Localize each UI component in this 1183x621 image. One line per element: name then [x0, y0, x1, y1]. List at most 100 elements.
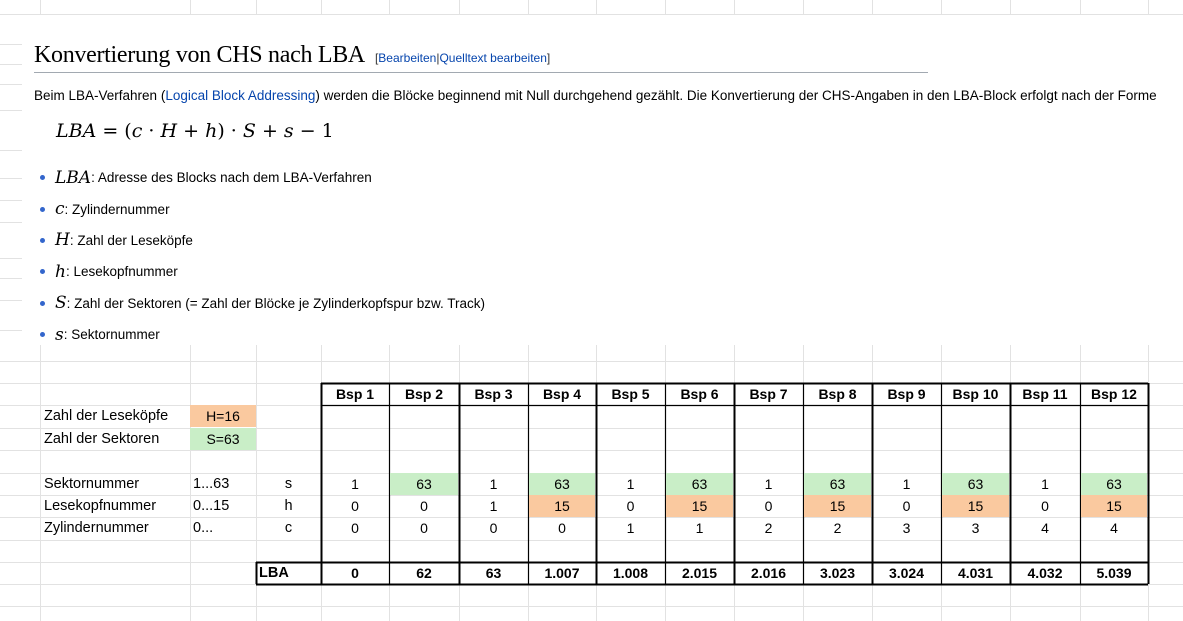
column-header: Bsp 8	[818, 386, 857, 402]
param-sectors-label: Zahl der Sektoren	[44, 431, 160, 447]
value-cell: 63	[804, 473, 871, 495]
value-cell: 15	[529, 495, 595, 517]
lba-value: 62	[416, 565, 432, 581]
definition-item: c: Zylindernummer	[40, 193, 485, 224]
formula-c: c	[131, 120, 143, 142]
value-cell: 1	[626, 476, 635, 492]
edit-bracket-open: [	[374, 51, 379, 65]
wiki-section: Konvertierung von CHS nach LBA [Bearbeite…	[34, 42, 1157, 350]
value-cell: 4	[1110, 520, 1118, 536]
definition-item: h: Lesekopfnummer	[40, 256, 485, 287]
bullet-icon	[40, 269, 45, 275]
row-label: Lesekopfnummer	[44, 498, 157, 514]
column-header: Bsp 10	[952, 386, 999, 402]
value-cell: 0	[351, 498, 359, 514]
definition-symbol: s	[55, 324, 64, 345]
value-cell: 63	[390, 473, 458, 495]
lba-value: 2.015	[681, 565, 718, 581]
definition-text: : Zylindernummer	[64, 201, 170, 217]
formula-plus: +	[177, 120, 206, 142]
edit-link[interactable]: Bearbeiten	[378, 51, 437, 65]
row-label: Sektornummer	[44, 476, 140, 492]
lba-value: 4.031	[957, 565, 994, 581]
column-header: Bsp 9	[887, 386, 926, 402]
formula-lhs: LBA	[56, 120, 97, 142]
value-cell: 1	[1041, 476, 1049, 492]
value-cell: 0	[489, 520, 498, 536]
value-cell: 15	[942, 495, 1009, 517]
lba-value: 3.024	[888, 565, 925, 581]
value-cell: 1	[489, 498, 498, 514]
column-header: Bsp 5	[611, 386, 650, 402]
value-cell: 15	[1081, 495, 1147, 517]
edit-separator: |	[436, 51, 440, 65]
definition-text: : Zahl der Leseköpfe	[69, 232, 193, 248]
formula-h: h	[205, 120, 218, 142]
column-header: Bsp 4	[542, 386, 582, 402]
value-cell: 63	[529, 473, 595, 495]
value-cell: 0	[1041, 498, 1049, 514]
lba-value: 63	[485, 565, 502, 581]
definition-text: : Adresse des Blocks nach dem LBA-Verfah…	[91, 170, 372, 186]
column-header: Bsp 7	[749, 386, 788, 402]
value-cell: 0	[351, 520, 359, 536]
intro-paragraph: Beim LBA-Verfahren (Logical Block Addres…	[34, 88, 1157, 103]
heading-rule	[34, 72, 928, 73]
edit-bracket-close: ]	[546, 51, 551, 65]
value-cell: 15	[666, 495, 733, 517]
value-cell: 0	[420, 520, 428, 536]
formula-S: S	[242, 120, 256, 142]
value-cell: 1	[626, 520, 635, 536]
column-header: Bsp 6	[680, 386, 719, 402]
column-header: Bsp 2	[404, 386, 444, 402]
lba-value: 1.007	[544, 565, 580, 581]
value-cell: 2	[764, 520, 773, 536]
lba-value: 1.008	[612, 565, 649, 581]
definition-symbol: S	[55, 293, 67, 314]
section-title: Konvertierung von CHS nach LBA	[34, 42, 365, 68]
param-heads-value: H=16	[190, 405, 256, 427]
value-cell: 63	[1081, 473, 1147, 495]
bullet-icon	[40, 332, 45, 338]
lba-value: 0	[351, 565, 359, 581]
lba-formula: LBA = (c · H + h) · S + s − 1	[56, 120, 334, 142]
definition-item: H: Zahl der Leseköpfe	[40, 225, 485, 256]
formula-H: H	[160, 120, 178, 142]
formula-minus: − 1	[293, 120, 334, 142]
row-variable: s	[284, 476, 293, 492]
value-cell: 3	[971, 520, 980, 536]
lba-value: 4.032	[1027, 565, 1063, 581]
value-cell: 0	[626, 498, 635, 514]
column-header: Bsp 11	[1022, 386, 1068, 402]
column-header: Bsp 3	[474, 386, 513, 402]
value-cell: 1	[351, 476, 359, 492]
value-cell: 0	[902, 498, 911, 514]
value-cell: 0	[558, 520, 566, 536]
lba-label: LBA	[259, 565, 289, 581]
lba-article-link[interactable]: Logical Block Addressing	[165, 88, 316, 103]
lba-value: 2.016	[750, 565, 787, 581]
definition-symbol: h	[55, 261, 66, 282]
value-cell: 4	[1041, 520, 1049, 536]
bullet-icon	[40, 237, 45, 243]
edit-links: [Bearbeiten|Quelltext bearbeiten]	[375, 51, 550, 65]
value-cell: 3	[902, 520, 911, 536]
paragraph-text-after: ) werden die Blöcke beginnend mit Null d…	[315, 88, 1157, 103]
value-cell: 63	[942, 473, 1009, 495]
formula-dot: ·	[142, 120, 161, 142]
definition-list: LBA: Adresse des Blocks nach dem LBA-Ver…	[40, 162, 485, 350]
definition-symbol: LBA	[55, 167, 92, 188]
row-range: 1...63	[193, 476, 230, 492]
value-cell: 15	[804, 495, 871, 517]
source-edit-link[interactable]: Quelltext bearbeiten	[439, 51, 547, 65]
definition-text: : Sektornummer	[63, 327, 160, 343]
row-range: 0...15	[193, 498, 230, 514]
value-cell: 1	[695, 520, 704, 536]
lba-value: 3.023	[819, 565, 856, 581]
value-cell: 63	[666, 473, 733, 495]
value-cell: 1	[764, 476, 773, 492]
bullet-icon	[40, 300, 45, 306]
definition-symbol: H	[55, 230, 70, 251]
formula-plus-2: +	[255, 120, 284, 142]
column-header: Bsp 1	[335, 386, 375, 402]
